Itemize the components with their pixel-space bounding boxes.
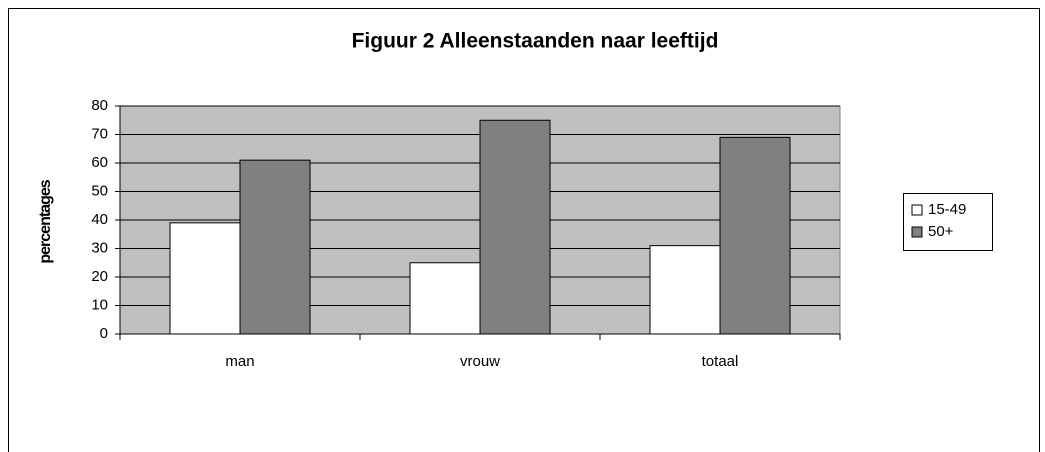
y-tick-label: 20 [91,268,108,285]
legend-label: 15-49 [928,201,966,218]
chart-title: Figuur 2 Alleenstaanden naar leeftijd [352,30,719,53]
y-tick-label: 70 [91,125,108,142]
bar [239,159,311,335]
legend [903,193,993,251]
legend-label: 50+ [928,223,954,240]
y-tick-label: 0 [100,325,108,342]
bar [169,222,241,335]
legend-swatch [911,204,923,216]
y-axis-label: percentages [37,179,54,263]
y-tick-label: 40 [91,211,108,228]
y-tick-label: 60 [91,154,108,171]
y-tick-label: 10 [91,296,108,313]
bar [719,136,791,335]
x-tick-label: vrouw [460,353,500,370]
y-tick-label: 50 [91,182,108,199]
bar [649,245,721,335]
legend-swatch [911,226,923,238]
y-tick-label: 80 [91,97,108,114]
x-tick-label: man [225,353,254,370]
x-tick-label: totaal [702,353,739,370]
y-tick-label: 30 [91,239,108,256]
bar [409,262,481,335]
bar [479,119,551,335]
